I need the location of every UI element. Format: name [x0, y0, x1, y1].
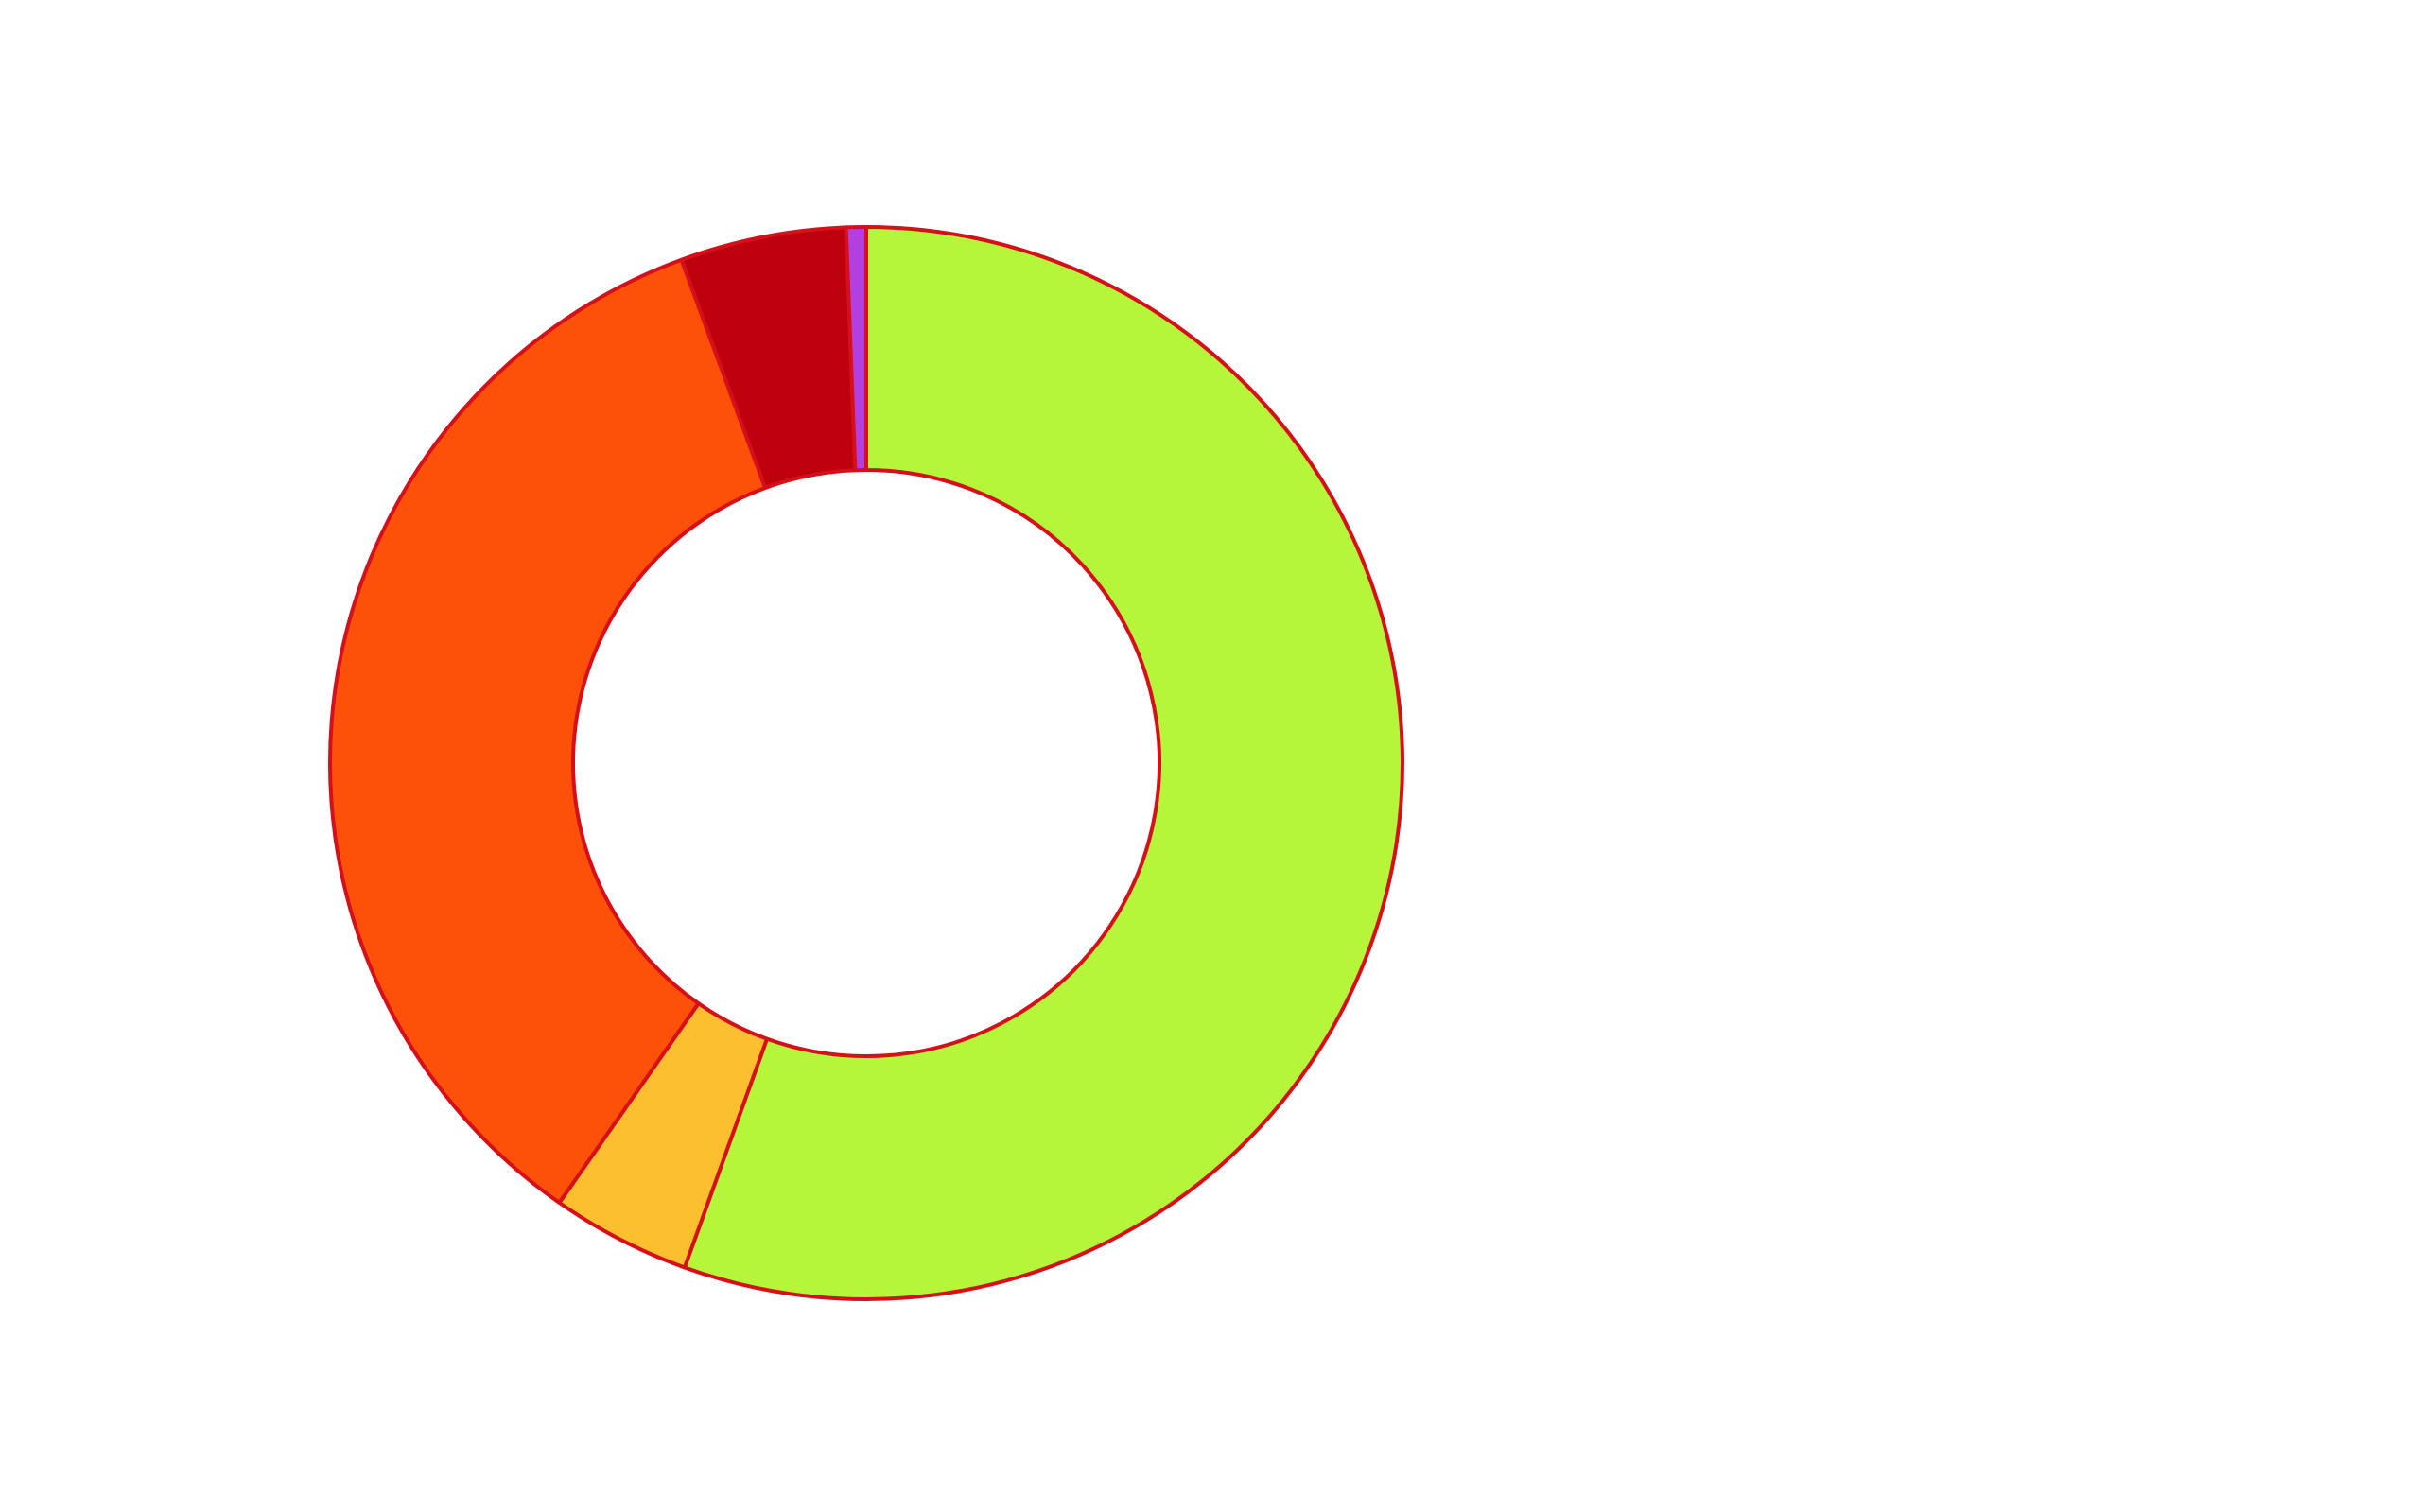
- doughnut-segment: [844, 225, 868, 473]
- doughnut-segment: [682, 225, 1404, 1301]
- doughnut-segment: [328, 257, 768, 1205]
